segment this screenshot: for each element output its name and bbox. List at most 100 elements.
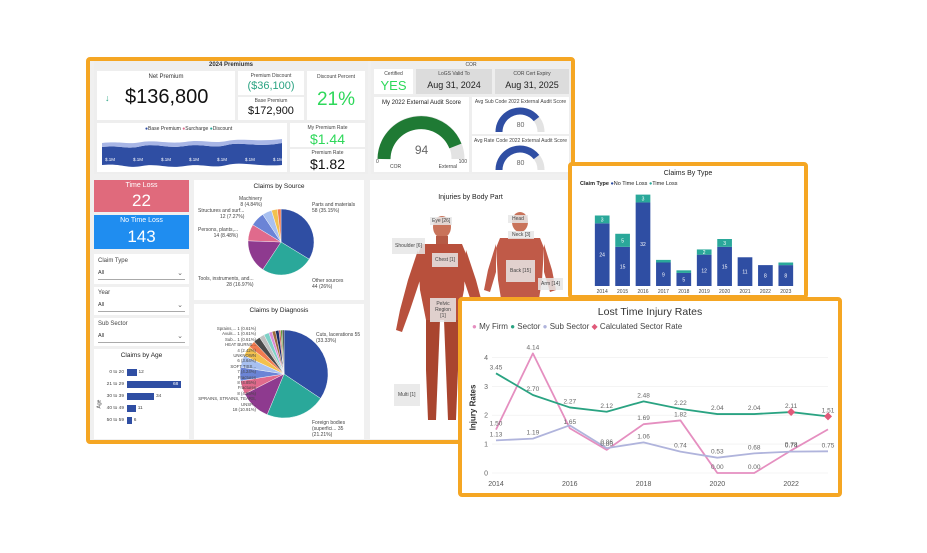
bar-no-time-loss: [758, 265, 773, 286]
filter-year[interactable]: Year All ⌄: [94, 287, 189, 315]
y-tick-label: 0: [484, 471, 488, 478]
source-label-persons: Persons, plants,... 14 (8.48%): [198, 227, 238, 239]
diagnosis-left-label: 18 (10.91%): [232, 407, 256, 413]
diagnosis-left-label: UNKNOWN: [233, 353, 256, 359]
premium-discount-card[interactable]: Premium Discount ($36,100): [238, 71, 304, 95]
data-label: 0.53: [711, 449, 724, 456]
audit-gauge-svg: [377, 115, 465, 160]
time-loss-card[interactable]: Time Loss 22: [94, 180, 189, 212]
x-tick-label: 2014: [597, 289, 608, 295]
audit-right-label: External: [438, 164, 457, 170]
age-row-label: 21 to 29: [106, 382, 124, 387]
data-label: 2.04: [711, 405, 724, 412]
data-label: 0.74: [674, 443, 687, 450]
legend-my-firm: My Firm: [479, 322, 508, 331]
data-label: 2.11: [785, 403, 798, 410]
series-line-my-firm: [495, 352, 829, 474]
y-tick-label: 1: [484, 442, 488, 449]
x-tick-label: 2015: [617, 289, 628, 295]
bar-no-time-loss: [676, 272, 692, 286]
time-loss-value: 22: [132, 191, 151, 210]
source-label-parts: Parts and materials 58 (35.15%): [312, 202, 355, 214]
x-tick-label: 2023: [780, 289, 791, 295]
body-label-pelvic-text: Pelvic Region [1]: [435, 301, 451, 319]
filter-claim-type[interactable]: Claim Type All ⌄: [94, 254, 189, 284]
source-label-value: 14 (8.48%): [213, 233, 239, 239]
diagnosis-left-label: SOFT TISS...: [230, 363, 256, 369]
logs-valid-card[interactable]: LoGS Valid To Aug 31, 2024: [416, 69, 492, 94]
body-label-shoulder[interactable]: Shoulder [6]: [392, 238, 425, 254]
filter-sub-sector[interactable]: Sub Sector All ⌄: [94, 318, 189, 346]
body-label-back[interactable]: Back [15]: [506, 260, 535, 282]
premium-ribbon-chart[interactable]: ●Base Premium ●Surcharge ●Discount $.1M …: [97, 123, 287, 172]
rate-code-score-card[interactable]: Avg Rate Code 2022 External Audit Score …: [472, 136, 569, 172]
body-label-head[interactable]: Head: [508, 215, 528, 223]
ltir-line-svg: 0 1 2 3 4 2014 2016 2018 2020 2022 3.45 4.14 2.70 2.2…: [484, 344, 835, 488]
sub-sector-select[interactable]: All ⌄: [98, 331, 185, 343]
claims-by-diagnosis-title: Claims by Diagnosis: [249, 307, 309, 314]
year-select[interactable]: All ⌄: [98, 300, 185, 312]
age-row[interactable]: 21 to 29 68: [100, 379, 188, 391]
legend-dot-discount: ●: [209, 126, 213, 132]
no-time-loss-card[interactable]: No Time Loss 143: [94, 215, 189, 249]
claims-by-type-title: Claims By Type: [663, 170, 713, 177]
bar-no-time-loss: [778, 265, 794, 286]
x-tick-label: 2020: [719, 289, 730, 295]
x-tick-label: 2017: [658, 289, 669, 295]
bar-time-loss: [656, 259, 671, 263]
diagnosis-left-label: Sub... 1 (0.61%): [224, 336, 256, 342]
discount-percent-card[interactable]: Discount Percent 21%: [307, 71, 365, 120]
series-line-sector: [495, 372, 829, 418]
series-line-sub-sector: [495, 424, 829, 459]
body-label-pelvic[interactable]: Pelvic Region [1]: [430, 298, 456, 322]
diagnosis-left-label: 4 (2.42%): [237, 347, 256, 353]
data-label: 2.22: [674, 400, 687, 407]
source-label-structures: Structures and surf... 12 (7.27%): [198, 208, 244, 220]
data-label: 2.27: [563, 398, 576, 405]
source-label-tools: Tools, instruments, and... 28 (16.97%): [198, 276, 254, 288]
body-label-arm[interactable]: Arm [14]: [538, 278, 563, 290]
diagnosis-pie-svg: [239, 329, 329, 419]
premiums-title: 2024 Premiums: [208, 62, 254, 68]
data-label: 1.19: [527, 430, 540, 437]
sub-code-score-card[interactable]: Avg Sub Code 2022 External Audit Score 8…: [472, 97, 569, 134]
claim-type-select[interactable]: All ⌄: [98, 268, 185, 280]
audit-score-card[interactable]: My 2022 External Audit Score 94 0 100 CO…: [374, 97, 469, 172]
age-bar: [127, 393, 154, 400]
audit-min: 0: [376, 159, 379, 165]
body-label-neck[interactable]: Neck [3]: [508, 231, 535, 239]
claims-by-diagnosis-chart[interactable]: Claims by Diagnosis Sprains,... 1 (0.61%…: [194, 304, 364, 439]
data-label: 2.70: [527, 386, 540, 393]
body-label-eye[interactable]: Eye [26]: [430, 217, 453, 225]
injuries-title: Injuries by Body Part: [438, 194, 503, 201]
main-dashboard-frame: 2024 Premiums Net Premium ↓ $136,800 Pre…: [86, 57, 575, 444]
age-bar-value: 12: [138, 370, 144, 375]
age-row[interactable]: 50 to 59 6: [100, 415, 188, 427]
age-row[interactable]: 30 to 39 34: [100, 391, 188, 403]
my-premium-rate-card[interactable]: My Premium Rate $1.44: [290, 123, 365, 147]
net-premium-card[interactable]: Net Premium ↓ $136,800: [97, 71, 235, 120]
body-label-chest[interactable]: Chest [1]: [432, 253, 459, 267]
age-row[interactable]: 40 to 49 11: [100, 403, 188, 415]
calculated-rate-marker: [824, 412, 832, 421]
claims-by-age-chart[interactable]: Claims by Age Age 0 to 20 12 21 to 29 68 30 …: [94, 349, 189, 439]
age-row[interactable]: 0 to 20 12: [100, 367, 188, 379]
certified-card[interactable]: Certified YES: [374, 69, 413, 94]
no-time-loss-value: 143: [127, 227, 156, 246]
logs-valid-label: LoGS Valid To: [438, 71, 470, 77]
premium-rate-card[interactable]: Premium Rate $1.82: [290, 149, 365, 172]
legend-dot-no-time-loss: ●: [610, 181, 614, 187]
data-label: 2.12: [600, 403, 613, 410]
audit-score-title: My 2022 External Audit Score: [381, 100, 462, 106]
rate-code-score-title: Avg Rate Code 2022 External Audit Score: [473, 138, 568, 144]
diagnosis-left-label: Avuls... 1 (0.61%): [222, 331, 256, 337]
age-bar-value: 11: [137, 406, 143, 411]
body-label-multi[interactable]: Multi [1]: [394, 384, 420, 406]
legend-discount: Discount: [212, 126, 233, 132]
cert-expiry-card[interactable]: COR Cert Expiry Aug 31, 2025: [495, 69, 569, 94]
ribbon-label: $.1M: [105, 157, 116, 162]
legend-sector: Sector: [517, 322, 541, 331]
source-pie-slice: [280, 208, 315, 260]
base-premium-card[interactable]: Base Premium $172,900: [238, 97, 304, 120]
claims-by-source-chart[interactable]: Claims by Source Machinery 8 (4.84%) Stru…: [194, 180, 364, 300]
